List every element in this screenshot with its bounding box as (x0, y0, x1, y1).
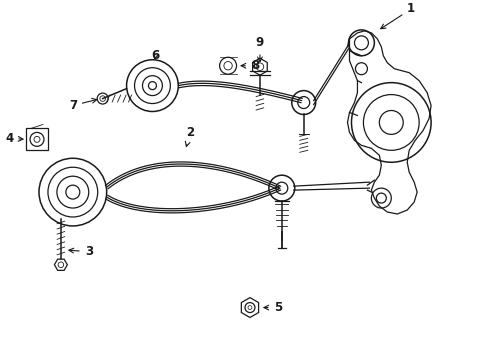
Text: 4: 4 (5, 132, 23, 145)
Text: 7: 7 (69, 98, 97, 112)
Text: 5: 5 (264, 301, 282, 314)
Text: 9: 9 (256, 36, 264, 62)
Text: 8: 8 (241, 59, 259, 72)
Polygon shape (54, 259, 67, 270)
Text: 3: 3 (69, 245, 93, 258)
Text: 2: 2 (185, 126, 195, 147)
Text: 6: 6 (151, 49, 160, 62)
Text: 1: 1 (381, 3, 415, 29)
